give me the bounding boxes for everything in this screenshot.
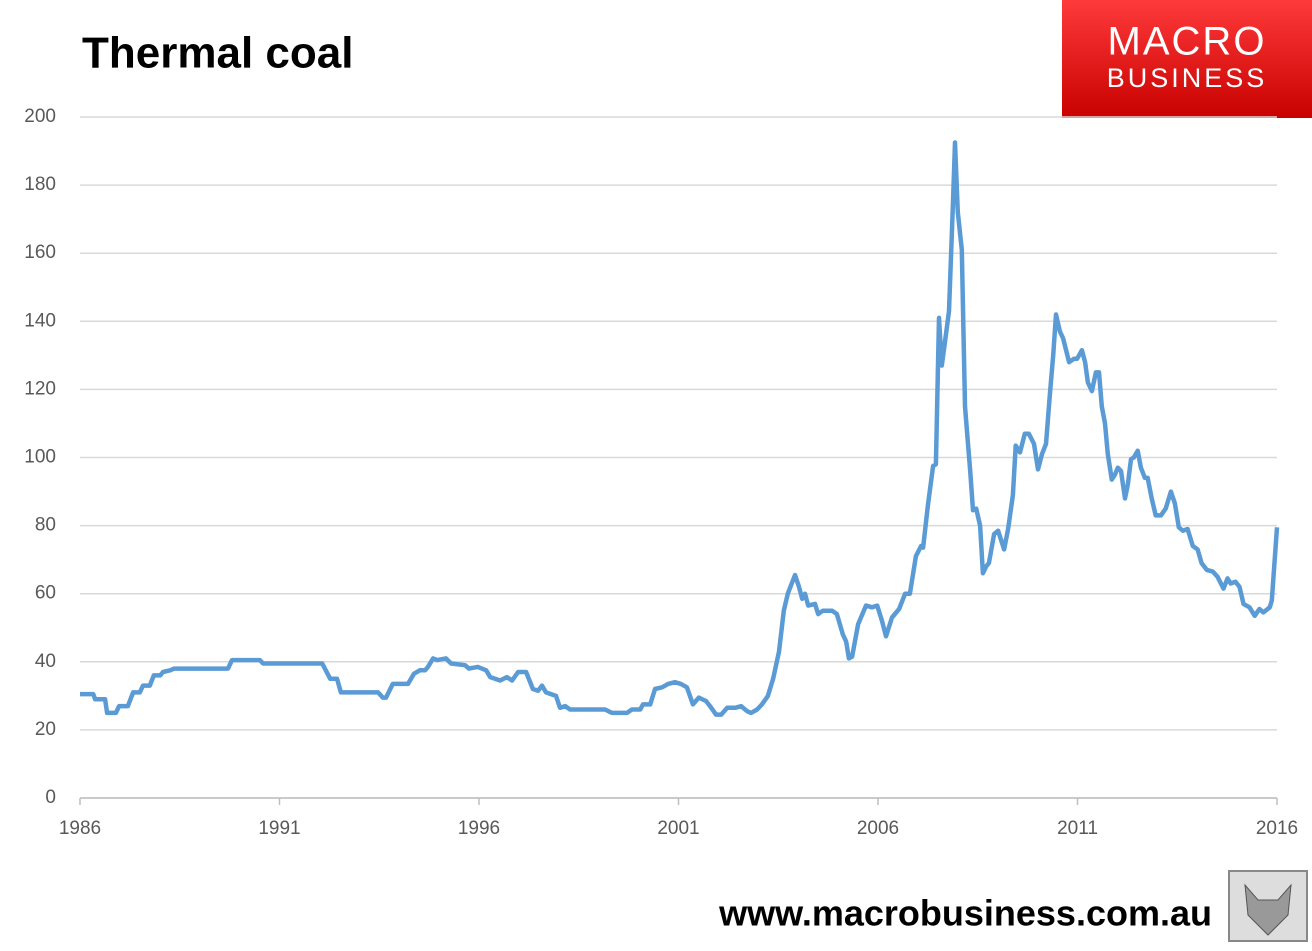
x-tick-label: 2011 <box>1057 818 1098 839</box>
x-tick-label: 1986 <box>59 818 101 839</box>
x-tick-label: 1996 <box>458 818 500 839</box>
y-tick-label: 40 <box>35 651 56 672</box>
x-tick-label: 2016 <box>1256 818 1298 839</box>
y-tick-label: 140 <box>24 310 56 331</box>
chart-title: Thermal coal <box>82 29 353 78</box>
footer-url: www.macrobusiness.com.au <box>718 893 1212 934</box>
data-line <box>80 140 1280 717</box>
x-tick-label: 1991 <box>258 818 300 839</box>
y-tick-label: 20 <box>35 719 56 740</box>
logo-text: MACRO <box>1108 20 1267 64</box>
y-tick-label: 100 <box>24 447 56 468</box>
x-tick-label: 2001 <box>657 818 699 839</box>
logo-box <box>1062 0 1312 118</box>
y-tick-label: 60 <box>35 583 56 604</box>
y-tick-label: 0 <box>45 787 56 808</box>
x-tick-label: 2006 <box>857 818 899 839</box>
logo-text: BUSINESS <box>1107 63 1268 93</box>
y-tick-label: 200 <box>24 106 56 127</box>
y-tick-label: 120 <box>24 378 56 399</box>
logo-icon <box>1244 883 1292 936</box>
y-tick-label: 160 <box>24 242 56 263</box>
y-tick-label: 180 <box>24 174 56 195</box>
y-tick-label: 80 <box>35 515 56 536</box>
